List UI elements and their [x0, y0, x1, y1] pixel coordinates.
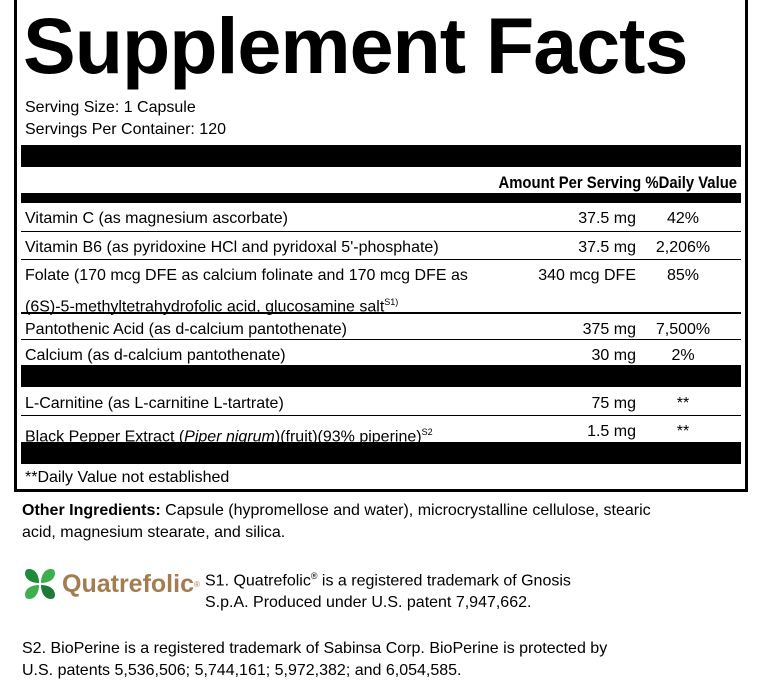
nutrient-name: Pantothenic Acid (as d-calcium pantothen…: [25, 321, 347, 338]
name-line2: (6S)-5-methyltetrahydrofolic acid, gluco…: [25, 298, 385, 316]
name-part: )(fruit)(93% piperine): [274, 428, 422, 446]
footnote-ref: S2: [421, 427, 433, 437]
footnote-s2: S2. BioPerine is a registered trademark …: [22, 638, 607, 682]
amount: 75 mg: [591, 395, 636, 412]
amount-header: Amount Per Serving: [498, 174, 642, 192]
nutrient-name: Vitamin C (as magnesium ascorbate): [25, 210, 288, 227]
daily-value-footnote: **Daily Value not established: [25, 469, 230, 486]
nutrient-name: Black Pepper Extract (Piper nigrum)(frui…: [25, 419, 433, 450]
s2-line2: U.S. patents 5,536,506; 5,744,161; 5,972…: [22, 662, 462, 679]
daily-value: 2,206%: [655, 239, 711, 256]
name-line1: Folate (170 mcg DFE as calcium folinate …: [25, 267, 468, 284]
s1-line2: S.p.A. Produced under U.S. patent 7,947,…: [205, 594, 532, 612]
nutrient-name: Calcium (as d-calcium pantothenate): [25, 347, 286, 364]
latin-name: Piper nigrum: [184, 428, 275, 446]
table-row: Black Pepper Extract (Piper nigrum)(frui…: [21, 415, 741, 445]
other-line2: acid, magnesium stearate, and silica.: [22, 524, 286, 541]
divider-bar: [21, 193, 741, 203]
dv-header: %Daily Value: [645, 174, 737, 192]
serving-size: Serving Size: 1 Capsule: [25, 99, 196, 116]
other-ingredients-label: Other Ingredients:: [22, 502, 161, 519]
table-row: Calcium (as d-calcium pantothenate) 30 mg…: [21, 339, 741, 365]
table-row: Vitamin B6 (as pyridoxine HCl and pyrido…: [21, 231, 741, 259]
divider-bar: [21, 145, 741, 167]
nutrient-name: Folate (170 mcg DFE as calcium folinate …: [25, 263, 468, 320]
amount: 1.5 mg: [587, 423, 636, 440]
clover-icon: [25, 569, 55, 599]
s2-line1: S2. BioPerine is a registered trademark …: [22, 640, 608, 657]
table-row: L-Carnitine (as L-carnitine L-tartrate) 7…: [21, 388, 741, 416]
table-row: Pantothenic Acid (as d-calcium pantothen…: [21, 312, 741, 340]
footnote-s1: S1. Quatrefolic® is a registered tradema…: [205, 565, 571, 614]
daily-value: 85%: [666, 267, 700, 284]
servings-per-container: Servings Per Container: 120: [25, 121, 226, 138]
amount: 340 mcg DFE: [538, 267, 636, 284]
daily-value: **: [676, 423, 690, 440]
logo-mark: ®: [193, 579, 200, 589]
column-header: Amount Per Serving %Daily Value: [498, 174, 737, 193]
other-line1: Capsule (hypromellose and water), microc…: [160, 502, 651, 519]
table-row: Vitamin C (as magnesium ascorbate) 37.5 m…: [21, 203, 741, 231]
divider-bar: [21, 365, 741, 387]
s1-text: is a registered trademark of Gnosis: [317, 572, 571, 590]
daily-value: **: [676, 395, 690, 412]
daily-value: 7,500%: [655, 321, 711, 338]
logo-wordmark: Quatrefolic: [62, 569, 194, 598]
daily-value: 2%: [671, 347, 695, 364]
panel-title: Supplement Facts: [23, 1, 688, 90]
amount: 375 mg: [582, 321, 636, 338]
amount: 37.5 mg: [578, 239, 636, 256]
amount: 30 mg: [591, 347, 636, 364]
nutrient-name: L-Carnitine (as L-carnitine L-tartrate): [25, 395, 284, 412]
supplement-facts-panel: Supplement Facts Serving Size: 1 Capsule…: [14, 0, 748, 492]
other-ingredients: Other Ingredients: Capsule (hypromellose…: [22, 500, 651, 544]
divider-bar: [21, 442, 741, 464]
s1-text: S1. Quatrefolic: [205, 572, 311, 590]
nutrient-name: Vitamin B6 (as pyridoxine HCl and pyrido…: [25, 239, 439, 256]
amount: 37.5 mg: [578, 210, 636, 227]
daily-value: 42%: [666, 210, 700, 227]
table-row: Folate (170 mcg DFE as calcium folinate …: [21, 259, 741, 315]
quatrefolic-logo: Quatrefolic ®: [22, 566, 200, 602]
name-part: Black Pepper Extract (: [25, 428, 185, 446]
footnote-ref: S1): [384, 297, 399, 307]
registered-mark: ®: [310, 571, 318, 581]
